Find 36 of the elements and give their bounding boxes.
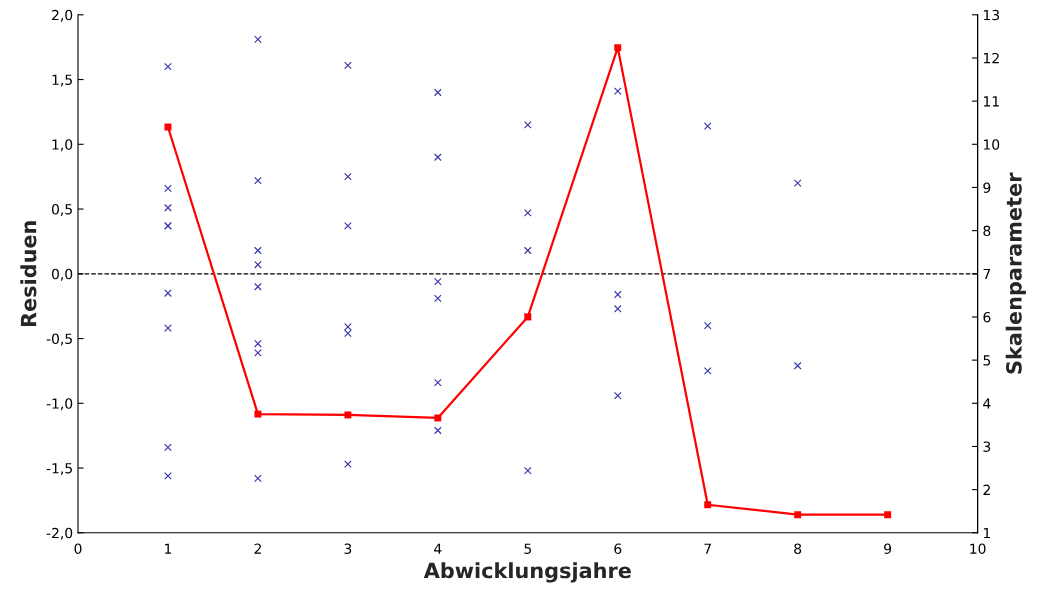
x-tick-label: 1	[165, 543, 172, 554]
y-tick-label: 2,0	[52, 9, 73, 22]
x-tick-label: 3	[344, 543, 352, 554]
x-tick-label: 9	[884, 543, 892, 554]
y-tick-label: -0,5	[46, 333, 72, 346]
y2-axis-title: Skalenparameter	[1005, 172, 1026, 374]
y-tick-label: -2,0	[46, 527, 73, 540]
x-tick-label: 7	[704, 543, 711, 554]
y2-tick-label: 5	[983, 355, 991, 366]
y2-tick-label: 7	[983, 268, 991, 280]
y-tick-label: 0,0	[51, 268, 73, 281]
y-tick-label: -1,5	[46, 463, 72, 475]
x-tick-label: 2	[254, 543, 261, 554]
x-tick-label: 10	[970, 543, 986, 554]
y2-tick-label: 4	[983, 398, 991, 409]
y-tick-label: 1,5	[52, 74, 72, 87]
y2-tick-label: 11	[983, 96, 999, 107]
y2-tick-label: 1	[983, 527, 991, 539]
y2-tick-label: 8	[983, 225, 991, 237]
y-tick-label: 0,5	[51, 204, 72, 216]
y-axis-title: Residuen	[20, 221, 37, 327]
y2-tick-label: 6	[983, 311, 991, 323]
y2-tick-label: 3	[983, 441, 991, 452]
x-tick-label: 8	[794, 543, 802, 554]
x-tick-label: 4	[434, 543, 442, 554]
y-tick-label: -1,0	[46, 398, 73, 411]
x-tick-label: 6	[614, 543, 622, 554]
y2-tick-label: 9	[983, 182, 991, 193]
x-tick-label: 0	[74, 543, 82, 554]
y2-tick-label: 12	[983, 52, 999, 64]
x-tick-label: 5	[524, 543, 532, 554]
y-tick-label: 1,0	[52, 139, 73, 152]
y2-tick-label: 10	[983, 139, 1000, 150]
y2-tick-label: 13	[983, 9, 1000, 21]
x-axis-title: Abwicklungsjahre	[423, 562, 631, 583]
y2-tick-label: 2	[983, 484, 990, 495]
